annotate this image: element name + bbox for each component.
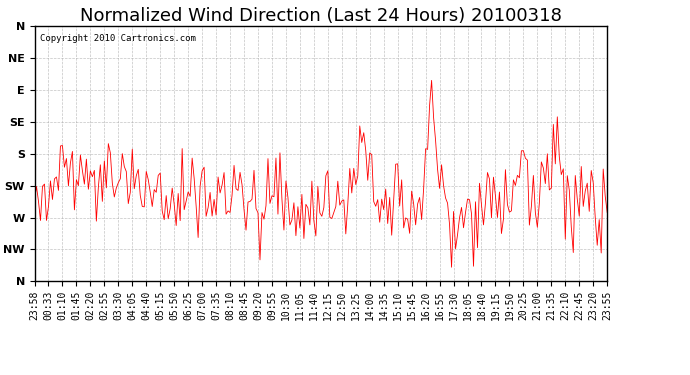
Title: Normalized Wind Direction (Last 24 Hours) 20100318: Normalized Wind Direction (Last 24 Hours…: [80, 7, 562, 25]
Text: Copyright 2010 Cartronics.com: Copyright 2010 Cartronics.com: [40, 34, 196, 43]
